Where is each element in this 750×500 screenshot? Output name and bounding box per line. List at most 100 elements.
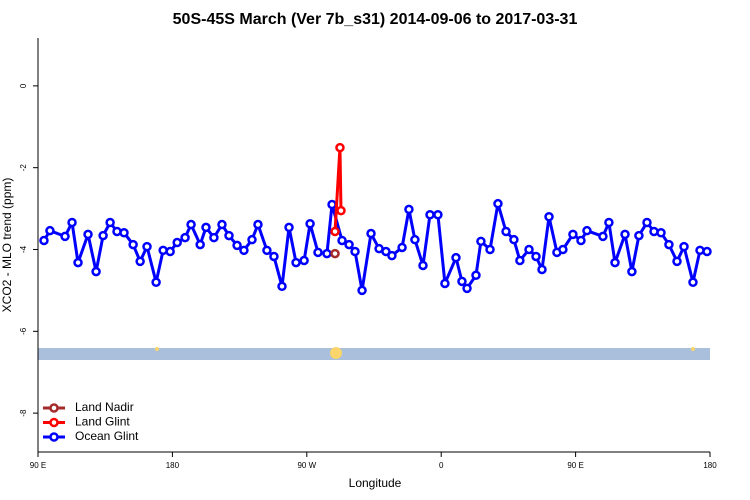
- point: [634, 230, 644, 241]
- point: [558, 244, 568, 255]
- point: [83, 229, 93, 240]
- legend-label: Land Glint: [75, 415, 130, 429]
- point: [410, 234, 420, 245]
- point: [688, 277, 698, 287]
- x-axis-label: Longitude: [349, 476, 402, 490]
- point: [336, 205, 346, 216]
- point: [253, 219, 263, 230]
- point: [664, 239, 674, 250]
- point: [165, 246, 175, 257]
- point: [335, 142, 345, 153]
- coverage-marker: [330, 347, 342, 359]
- point: [679, 241, 689, 252]
- x-tick-label: 90 W: [297, 461, 316, 470]
- point: [105, 217, 115, 228]
- y-tick-label: -6: [19, 327, 28, 335]
- point: [404, 204, 414, 215]
- point: [186, 219, 196, 230]
- point: [610, 257, 620, 268]
- point: [291, 257, 301, 268]
- point: [39, 235, 49, 246]
- point: [524, 244, 534, 255]
- point: [433, 209, 443, 220]
- y-axis-label: XCO2 - MLO trend (ppm): [0, 178, 14, 313]
- point: [357, 285, 367, 296]
- point: [98, 230, 108, 241]
- point: [45, 225, 55, 236]
- point: [471, 270, 481, 281]
- point: [119, 227, 129, 238]
- point: [135, 256, 145, 267]
- point: [337, 235, 347, 246]
- y-tick-label: 0: [19, 83, 28, 88]
- x-tick-label: 0: [439, 461, 444, 470]
- point: [440, 278, 450, 289]
- point: [172, 237, 182, 248]
- point: [201, 222, 211, 233]
- x-tick-label: 180: [703, 461, 717, 470]
- point: [284, 222, 294, 233]
- chart-title: 50S-45S March (Ver 7b_s31) 2014-09-06 to…: [173, 11, 578, 28]
- point: [269, 251, 279, 262]
- point: [620, 229, 630, 240]
- point: [457, 276, 467, 287]
- point: [224, 230, 234, 241]
- coverage-marker: [691, 347, 695, 351]
- point: [239, 245, 249, 256]
- point: [344, 239, 354, 250]
- coverage-band: [38, 348, 710, 360]
- point: [299, 255, 309, 266]
- y-tick-label: -8: [19, 409, 28, 417]
- point: [537, 264, 547, 275]
- point: [531, 251, 541, 262]
- point: [418, 260, 428, 271]
- point: [582, 225, 592, 236]
- point: [232, 240, 242, 251]
- point: [509, 234, 519, 245]
- point: [425, 209, 435, 220]
- point: [91, 266, 101, 277]
- point: [195, 239, 205, 250]
- point: [330, 226, 340, 237]
- point: [366, 228, 376, 239]
- series-line: [42, 202, 708, 292]
- point: [387, 250, 397, 261]
- point: [476, 236, 486, 247]
- point: [493, 198, 503, 209]
- legend-marker: [49, 432, 59, 442]
- point: [73, 257, 83, 268]
- x-tick-label: 90 E: [30, 461, 46, 470]
- x-tick-label: 180: [166, 461, 180, 470]
- legend-marker: [49, 403, 59, 413]
- point: [277, 281, 287, 292]
- point: [330, 248, 340, 259]
- point: [604, 217, 614, 228]
- point: [656, 227, 666, 238]
- point: [598, 231, 608, 242]
- point: [485, 244, 495, 255]
- legend-marker: [49, 417, 59, 428]
- point: [67, 217, 77, 228]
- point: [128, 239, 138, 250]
- point: [327, 199, 337, 210]
- point: [702, 246, 712, 257]
- coverage-marker: [155, 347, 159, 351]
- legend-label: Land Nadir: [75, 400, 134, 414]
- point: [627, 266, 637, 277]
- point: [262, 245, 272, 256]
- point: [313, 247, 323, 258]
- point: [642, 217, 652, 228]
- y-tick-label: -2: [19, 164, 28, 172]
- x-tick-label: 90 E: [567, 461, 583, 470]
- point: [381, 246, 391, 257]
- point: [568, 229, 578, 240]
- legend-label: Ocean Glint: [75, 429, 139, 443]
- point: [350, 246, 360, 257]
- point: [501, 226, 511, 237]
- point: [515, 255, 525, 266]
- point: [305, 218, 315, 229]
- point: [217, 219, 227, 230]
- point: [180, 232, 190, 243]
- point: [151, 277, 161, 287]
